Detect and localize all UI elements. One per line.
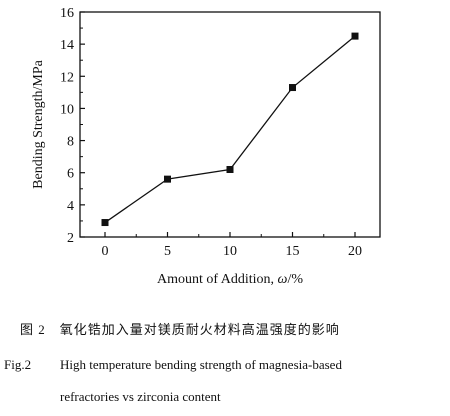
x-tick-label: 15 — [286, 244, 300, 259]
x-axis-title-prefix: Amount of Addition, — [157, 272, 278, 287]
caption-english-line-2: refractories vs zirconia content — [60, 389, 221, 404]
y-tick-label: 12 — [60, 70, 74, 85]
x-tick-label: 20 — [348, 244, 362, 259]
plot-frame — [79, 11, 381, 238]
y-tick-label: 10 — [60, 102, 74, 117]
data-point — [351, 32, 359, 40]
caption-chinese: 图 2 氧化锆加入量对镁质耐火材料高温强度的影响 — [20, 319, 340, 338]
caption-english-line-1: Fig.2 High temperature bending strength o… — [4, 357, 342, 373]
caption-en-line1: High temperature bending strength of mag… — [60, 357, 342, 372]
axis-ticks: 0 5 10 15 20 2 4 6 8 10 12 14 16 — [60, 6, 362, 259]
y-tick-label: 14 — [60, 38, 74, 53]
data-point — [101, 219, 109, 227]
y-tick-label: 16 — [60, 6, 74, 21]
y-tick-label: 8 — [67, 135, 74, 150]
x-axis-title-symbol: ω — [278, 272, 288, 287]
caption-cn-number: 图 2 — [20, 322, 46, 337]
chart: 0 5 10 15 20 2 4 6 8 10 12 14 16 Bending Strength/MP… — [31, 6, 381, 287]
data-point — [164, 175, 171, 183]
y-tick-label: 2 — [67, 231, 74, 246]
x-tick-label: 0 — [102, 244, 109, 259]
x-tick-label: 10 — [223, 244, 237, 259]
x-axis-title: Amount of Addition, ω/% — [157, 272, 303, 287]
series-line — [104, 35, 356, 224]
caption-en-number: Fig.2 — [4, 357, 32, 372]
data-point — [289, 84, 296, 92]
y-tick-label: 6 — [67, 167, 74, 182]
data-series — [101, 32, 359, 227]
x-axis-title-suffix: /% — [287, 272, 303, 287]
x-tick-label: 5 — [164, 244, 171, 259]
y-axis-title: Bending Strength/MPa — [31, 59, 46, 189]
data-point — [226, 166, 234, 173]
y-tick-label: 4 — [67, 199, 74, 214]
caption-cn-text: 氧化锆加入量对镁质耐火材料高温强度的影响 — [59, 322, 340, 337]
